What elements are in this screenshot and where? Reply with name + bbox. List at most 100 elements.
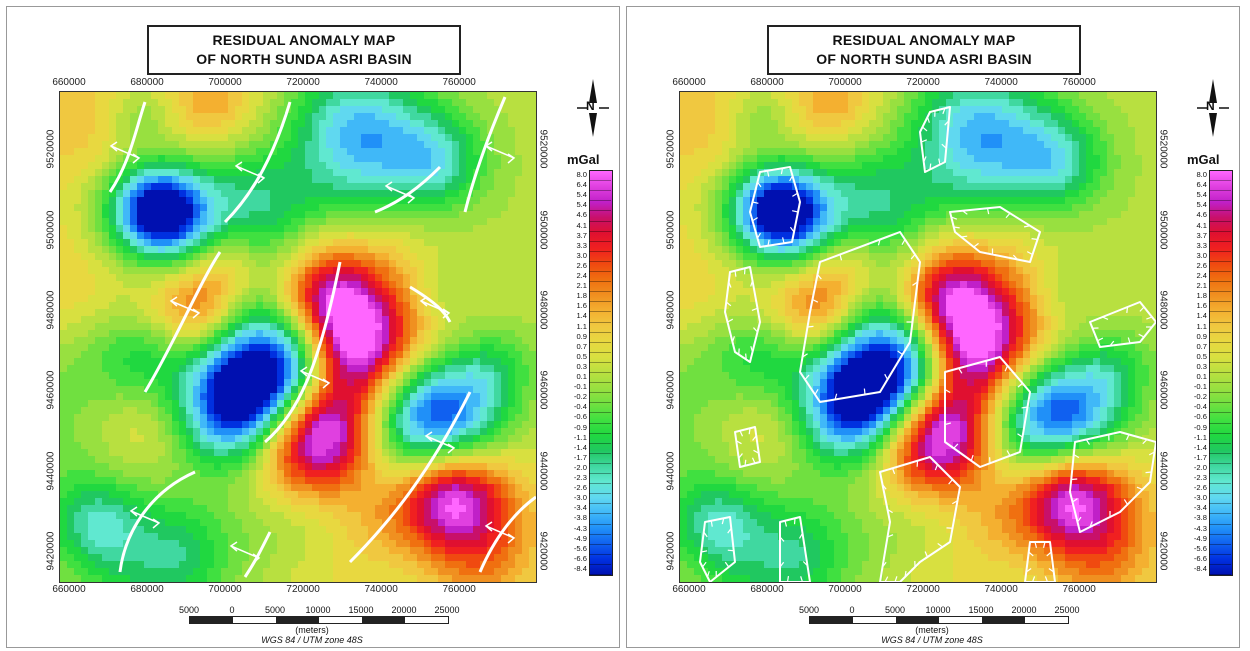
field-cell (508, 358, 516, 366)
field-cell (445, 267, 453, 275)
field-cell (368, 365, 376, 373)
field-cell (319, 218, 327, 226)
field-cell (403, 554, 411, 562)
field-cell (60, 323, 68, 331)
field-cell (319, 484, 327, 492)
field-cell (270, 239, 278, 247)
field-cell (319, 120, 327, 128)
field-cell (123, 148, 131, 156)
field-cell (95, 554, 103, 562)
field-cell (459, 288, 467, 296)
field-cell (487, 365, 495, 373)
field-cell (123, 141, 131, 149)
field-cell (375, 113, 383, 121)
field-cell (494, 225, 502, 233)
field-cell (60, 484, 68, 492)
field-cell (445, 421, 453, 429)
double-arrow-icon (419, 296, 451, 319)
scale-unit: (meters) (295, 625, 329, 635)
field-cell (298, 533, 306, 541)
field-cell (403, 393, 411, 401)
field-cell (263, 547, 271, 555)
field-cell (95, 498, 103, 506)
field-cell (291, 358, 299, 366)
field-cell (417, 526, 425, 534)
field-cell (382, 197, 390, 205)
field-cell (326, 358, 334, 366)
field-cell (445, 337, 453, 345)
field-cell (529, 183, 536, 191)
field-cell (116, 99, 124, 107)
field-cell (270, 337, 278, 345)
field-cell (298, 407, 306, 415)
field-cell (81, 337, 89, 345)
field-cell (172, 127, 180, 135)
field-cell (179, 428, 187, 436)
field-cell (242, 197, 250, 205)
field-cell (60, 260, 68, 268)
field-cell (452, 274, 460, 282)
field-cell (165, 337, 173, 345)
field-cell (102, 344, 110, 352)
field-cell (60, 190, 68, 198)
field-cell (67, 379, 75, 387)
field-cell (256, 491, 264, 499)
field-cell (298, 470, 306, 478)
field-cell (389, 498, 397, 506)
field-cell (375, 120, 383, 128)
field-cell (193, 379, 201, 387)
field-cell (60, 92, 68, 100)
field-cell (473, 449, 481, 457)
field-cell (263, 190, 271, 198)
field-cell (347, 372, 355, 380)
field-cell (375, 540, 383, 548)
field-cell (501, 449, 509, 457)
field-cell (74, 533, 82, 541)
field-cell (165, 421, 173, 429)
field-cell (389, 211, 397, 219)
x-tick-label: 700000 (208, 77, 242, 88)
field-cell (186, 99, 194, 107)
field-cell (284, 225, 292, 233)
field-cell (522, 337, 530, 345)
field-cell (529, 316, 536, 324)
field-cell (137, 127, 145, 135)
field-cell (256, 134, 264, 142)
field-cell (179, 99, 187, 107)
field-cell (445, 204, 453, 212)
field-cell (200, 267, 208, 275)
field-cell (116, 533, 124, 541)
field-cell (417, 568, 425, 576)
field-cell (158, 274, 166, 282)
field-cell (410, 358, 418, 366)
field-cell (67, 141, 75, 149)
field-cell (242, 288, 250, 296)
field-cell (375, 127, 383, 135)
field-cell (319, 540, 327, 548)
field-cell (319, 281, 327, 289)
field-cell (165, 302, 173, 310)
legend-level-label: 0.5 (576, 351, 587, 361)
field-cell (235, 232, 243, 240)
x-tick-label: 760000 (442, 77, 476, 88)
field-cell (81, 92, 89, 100)
field-cell (144, 435, 152, 443)
field-cell (445, 218, 453, 226)
field-cell (137, 540, 145, 548)
field-cell (354, 302, 362, 310)
field-cell (340, 218, 348, 226)
field-cell (508, 456, 516, 464)
field-cell (67, 260, 75, 268)
double-arrow-icon (484, 521, 516, 544)
field-cell (452, 477, 460, 485)
field-cell (312, 169, 320, 177)
anomaly-map[interactable] (59, 91, 537, 583)
field-cell (109, 162, 117, 170)
field-cell (235, 554, 243, 562)
field-cell (361, 113, 369, 121)
field-cell (116, 155, 124, 163)
anomaly-map[interactable] (679, 91, 1157, 583)
field-cell (172, 456, 180, 464)
field-cell (431, 526, 439, 534)
field-cell (116, 274, 124, 282)
